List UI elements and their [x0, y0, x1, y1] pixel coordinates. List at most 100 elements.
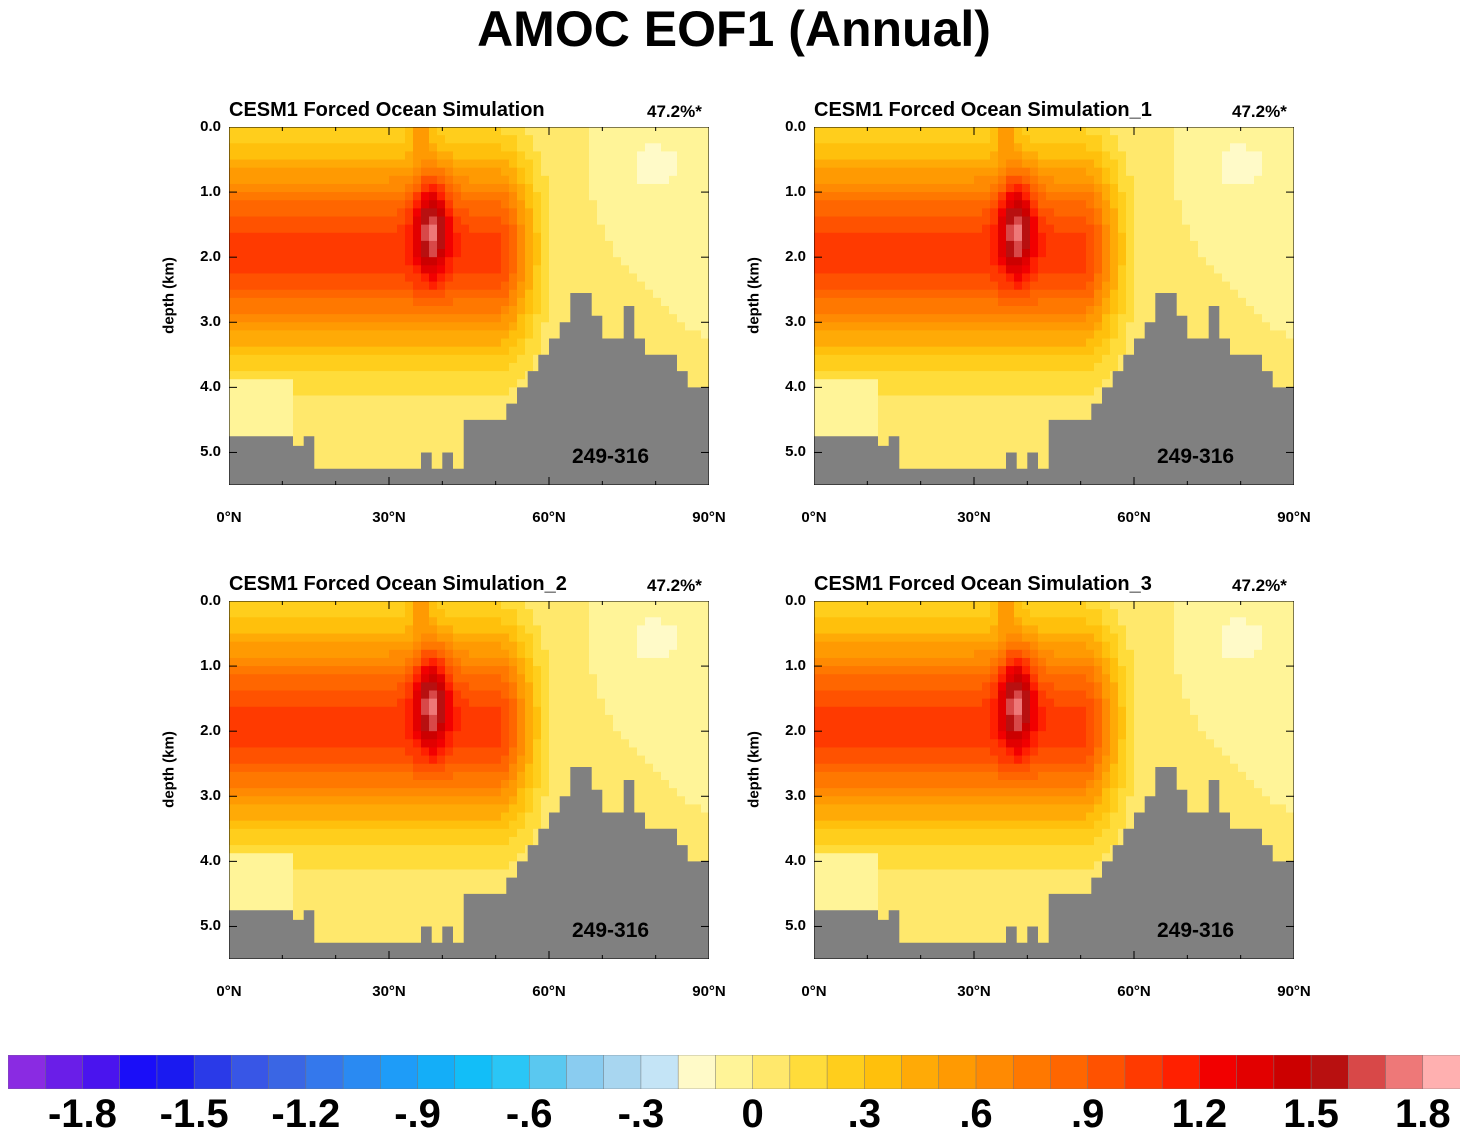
colorbar-swatch — [566, 1055, 605, 1089]
x-tick-label: 60°N — [1117, 509, 1151, 526]
colorbar-swatch — [1199, 1055, 1238, 1089]
colorbar-tick-label: .9 — [1071, 1092, 1105, 1136]
y-tick-label: 1.0 — [785, 183, 806, 201]
colorbar-tick-label: -1.5 — [159, 1092, 229, 1136]
variance-label: 47.2%* — [1232, 576, 1287, 595]
eof-plot-0 — [229, 127, 709, 485]
colorbar-swatch — [1161, 1055, 1200, 1089]
colorbar-swatch — [305, 1055, 344, 1089]
y-tick-label: 2.0 — [200, 248, 221, 266]
y-axis-label: depth (km) — [745, 257, 763, 334]
x-tick-label: 90°N — [692, 983, 726, 1000]
y-tick-label: 3.0 — [200, 313, 221, 331]
x-tick-label: 60°N — [532, 509, 566, 526]
colorbar-swatch — [491, 1055, 530, 1089]
eof-plot-3 — [814, 601, 1294, 959]
eof-plot-2 — [229, 601, 709, 959]
y-tick-label: 1.0 — [785, 657, 806, 675]
colorbar-swatch — [864, 1055, 903, 1089]
panel-title: CESM1 Forced Ocean Simulation_3 — [814, 573, 1152, 595]
y-tick-label: 3.0 — [785, 787, 806, 805]
y-axis-label: depth (km) — [745, 731, 763, 808]
y-tick-label: 5.0 — [785, 917, 806, 935]
x-tick-label: 90°N — [1277, 509, 1311, 526]
colorbar-swatch — [677, 1055, 716, 1089]
colorbar-swatch — [1385, 1055, 1424, 1089]
year-range-label: 249-316 — [1157, 445, 1235, 468]
colorbar-tick-label: 1.8 — [1394, 1092, 1451, 1136]
colorbar-swatch — [826, 1055, 865, 1089]
colorbar-swatch — [1236, 1055, 1275, 1089]
colorbar-swatch — [1012, 1055, 1052, 1089]
variance-label: 47.2%* — [1232, 102, 1287, 121]
colorbar-tick-label: -.6 — [505, 1092, 553, 1136]
colorbar-swatch — [380, 1055, 419, 1089]
colorbar-swatch — [1273, 1055, 1312, 1089]
y-tick-label: 0.0 — [200, 118, 221, 135]
y-tick-label: 0.0 — [785, 592, 806, 609]
x-tick-label: 30°N — [372, 983, 406, 1000]
colorbar-swatch — [901, 1055, 940, 1089]
colorbar-tick-label: -.3 — [617, 1092, 665, 1136]
y-tick-label: 5.0 — [200, 443, 221, 461]
y-tick-label: 1.0 — [200, 183, 221, 201]
colorbar-swatch — [82, 1055, 121, 1089]
x-tick-label: 90°N — [1277, 983, 1311, 1000]
colorbar-tick-label: -1.8 — [47, 1092, 117, 1136]
colorbar-swatch — [231, 1055, 270, 1089]
y-tick-label: 1.0 — [200, 657, 221, 675]
y-tick-label: 4.0 — [785, 852, 806, 870]
colorbar-swatch — [454, 1055, 493, 1089]
year-range-label: 249-316 — [572, 445, 650, 468]
x-tick-label: 30°N — [957, 983, 991, 1000]
colorbar-tick-label: 1.5 — [1283, 1092, 1339, 1136]
colorbar-swatch — [193, 1055, 232, 1089]
x-tick-label: 90°N — [692, 509, 726, 526]
panel-title: CESM1 Forced Ocean Simulation_2 — [229, 573, 567, 595]
colorbar-swatch — [528, 1055, 568, 1089]
variance-label: 47.2%* — [647, 576, 702, 595]
colorbar-tick-label: 0 — [741, 1092, 764, 1136]
colorbar-swatch — [752, 1055, 791, 1089]
colorbar-swatch — [789, 1055, 828, 1089]
y-tick-label: 5.0 — [785, 443, 806, 461]
y-tick-label: 5.0 — [200, 917, 221, 935]
colorbar-tick-label: .6 — [959, 1092, 993, 1136]
y-tick-label: 4.0 — [200, 852, 221, 870]
bathymetry-mask — [814, 767, 1294, 959]
y-tick-label: 0.0 — [785, 118, 806, 135]
eof-plot-1 — [814, 127, 1294, 485]
colorbar-swatch — [44, 1055, 84, 1089]
colorbar-swatch — [1422, 1055, 1460, 1089]
x-tick-label: 30°N — [372, 509, 406, 526]
colorbar-swatch — [156, 1055, 195, 1089]
y-tick-label: 2.0 — [785, 248, 806, 266]
y-tick-label: 3.0 — [785, 313, 806, 331]
y-tick-label: 4.0 — [200, 378, 221, 396]
colorbar-swatch — [715, 1055, 754, 1089]
x-tick-label: 0°N — [801, 983, 827, 1000]
year-range-label: 249-316 — [1157, 919, 1235, 942]
bathymetry-mask — [814, 293, 1294, 485]
variance-label: 47.2%* — [647, 102, 702, 121]
colorbar-swatch — [603, 1055, 642, 1089]
colorbar-swatch — [1087, 1055, 1126, 1089]
colorbar-swatch — [8, 1055, 46, 1089]
x-tick-label: 30°N — [957, 509, 991, 526]
x-tick-label: 60°N — [532, 983, 566, 1000]
x-tick-label: 0°N — [216, 983, 242, 1000]
colorbar-swatch — [119, 1055, 158, 1089]
bathymetry-mask — [229, 767, 709, 959]
y-tick-label: 3.0 — [200, 787, 221, 805]
y-tick-label: 0.0 — [200, 592, 221, 609]
bathymetry-mask — [229, 293, 709, 485]
y-tick-label: 2.0 — [200, 722, 221, 740]
colorbar-swatch — [975, 1055, 1014, 1089]
y-axis-label: depth (km) — [160, 731, 178, 808]
colorbar-swatch — [938, 1055, 977, 1089]
colorbar-swatch — [342, 1055, 381, 1089]
year-range-label: 249-316 — [572, 919, 650, 942]
y-axis-label: depth (km) — [160, 257, 178, 334]
colorbar-tick-label: -1.2 — [271, 1092, 341, 1136]
colorbar-tick-label: .3 — [847, 1092, 881, 1136]
